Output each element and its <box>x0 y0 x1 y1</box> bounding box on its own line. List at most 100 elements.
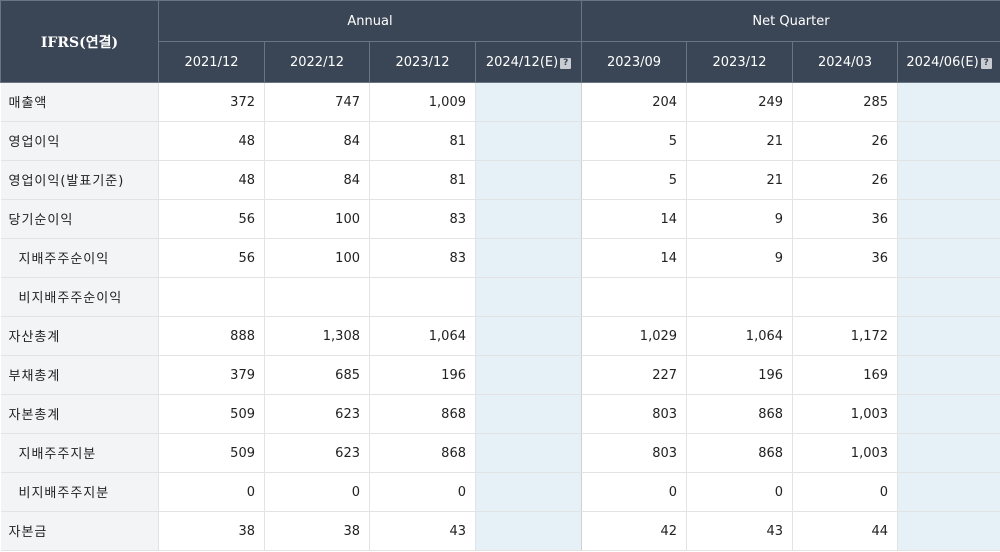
annual-value-cell: 100 <box>264 199 370 239</box>
annual-value-cell: 379 <box>158 355 265 395</box>
period-header: 2024/03 <box>792 41 899 83</box>
table-row: 매출액 372 747 1,009 204 249 285 <box>0 82 1000 122</box>
quarter-value-cell: 9 <box>686 238 793 278</box>
annual-value-cell: 1,064 <box>369 316 476 356</box>
quarter-value-cell <box>897 394 1000 434</box>
estimate-period-header: 2024/12(E)? <box>474 41 583 83</box>
annual-value-cell <box>158 277 265 317</box>
quarter-value-cell: 227 <box>581 355 687 395</box>
table-row: 지배주주순이익 56 100 83 14 9 36 <box>0 238 1000 278</box>
annual-value-cell: 623 <box>264 394 370 434</box>
quarter-value-cell: 36 <box>792 238 898 278</box>
row-label[interactable]: 비지배주주순이익 <box>0 277 159 317</box>
quarter-value-cell: 196 <box>686 355 793 395</box>
annual-value-cell: 83 <box>369 238 476 278</box>
annual-value-cell: 685 <box>264 355 370 395</box>
row-label[interactable]: 자본총계 <box>0 394 159 434</box>
quarter-value-cell: 169 <box>792 355 898 395</box>
period-header: 2021/12 <box>158 41 265 83</box>
quarter-value-cell: 42 <box>581 511 687 551</box>
row-label[interactable]: 지배주주순이익 <box>0 238 159 278</box>
quarter-value-cell <box>897 238 1000 278</box>
quarter-value-cell: 21 <box>686 121 793 161</box>
table-row: 영업이익 48 84 81 5 21 26 <box>0 121 1000 161</box>
quarter-value-cell <box>897 277 1000 317</box>
quarter-value-cell: 204 <box>581 82 687 122</box>
quarter-value-cell <box>897 511 1000 551</box>
annual-value-cell <box>474 160 582 200</box>
annual-value-cell: 0 <box>264 472 370 512</box>
quarter-value-cell: 9 <box>686 199 793 239</box>
quarter-value-cell: 1,064 <box>686 316 793 356</box>
quarter-value-cell: 1,172 <box>792 316 898 356</box>
quarter-value-cell <box>897 121 1000 161</box>
quarter-value-cell: 0 <box>686 472 793 512</box>
annual-value-cell: 747 <box>264 82 370 122</box>
quarter-value-cell: 803 <box>581 433 687 473</box>
period-header: 2023/12 <box>369 41 476 83</box>
quarter-value-cell: 1,003 <box>792 394 898 434</box>
table-row: 비지배주주순이익 <box>0 277 1000 317</box>
row-label[interactable]: 자본금 <box>0 511 159 551</box>
annual-value-cell: 81 <box>369 160 476 200</box>
quarter-value-cell: 868 <box>686 433 793 473</box>
annual-value-cell: 84 <box>264 160 370 200</box>
quarter-value-cell <box>897 433 1000 473</box>
row-label[interactable]: 매출액 <box>0 82 159 122</box>
quarter-value-cell <box>581 277 687 317</box>
quarter-value-cell: 1,029 <box>581 316 687 356</box>
quarter-value-cell: 249 <box>686 82 793 122</box>
annual-value-cell: 84 <box>264 121 370 161</box>
quarter-value-cell <box>897 199 1000 239</box>
help-icon[interactable]: ? <box>560 57 572 69</box>
annual-value-cell: 0 <box>369 472 476 512</box>
quarter-value-cell <box>897 316 1000 356</box>
quarter-value-cell: 21 <box>686 160 793 200</box>
annual-value-cell <box>474 433 582 473</box>
row-label[interactable]: 영업이익 <box>0 121 159 161</box>
quarter-value-cell: 285 <box>792 82 898 122</box>
quarter-group-header: Net Quarter <box>581 0 1000 42</box>
quarter-value-cell: 5 <box>581 160 687 200</box>
period-label: 2024/12(E) <box>485 54 559 70</box>
row-label[interactable]: 당기순이익 <box>0 199 159 239</box>
table-row: 부채총계 379 685 196 227 196 169 <box>0 355 1000 395</box>
annual-value-cell: 43 <box>369 511 476 551</box>
annual-group-header: Annual <box>157 0 583 42</box>
annual-value-cell: 100 <box>264 238 370 278</box>
quarter-value-cell: 14 <box>581 199 687 239</box>
annual-value-cell: 38 <box>158 511 265 551</box>
row-label[interactable]: 부채총계 <box>0 355 159 395</box>
row-label[interactable]: 비지배주주지분 <box>0 472 159 512</box>
row-label[interactable]: 영업이익(발표기준) <box>0 160 159 200</box>
quarter-value-cell <box>897 82 1000 122</box>
annual-value-cell: 868 <box>369 433 476 473</box>
annual-value-cell <box>474 121 582 161</box>
annual-value-cell <box>474 394 582 434</box>
quarter-value-cell: 868 <box>686 394 793 434</box>
quarter-value-cell <box>897 472 1000 512</box>
period-header: 2023/12 <box>686 41 794 83</box>
annual-value-cell: 623 <box>264 433 370 473</box>
quarter-value-cell: 0 <box>581 472 687 512</box>
quarter-value-cell: 43 <box>686 511 793 551</box>
quarter-value-cell <box>897 355 1000 395</box>
annual-value-cell: 83 <box>369 199 476 239</box>
annual-value-cell: 38 <box>264 511 370 551</box>
annual-value-cell: 1,308 <box>264 316 370 356</box>
annual-value-cell: 48 <box>158 160 265 200</box>
ifrs-header: IFRS(연결) <box>0 0 159 83</box>
quarter-value-cell: 1,003 <box>792 433 898 473</box>
annual-value-cell: 1,009 <box>369 82 476 122</box>
row-label[interactable]: 자산총계 <box>0 316 159 356</box>
table-row: 자본금 38 38 43 42 43 44 <box>0 511 1000 551</box>
table-row: 자본총계 509 623 868 803 868 1,003 <box>0 394 1000 434</box>
row-label[interactable]: 지배주주지분 <box>0 433 159 473</box>
help-icon[interactable]: ? <box>980 57 992 69</box>
quarter-value-cell: 44 <box>792 511 898 551</box>
annual-value-cell <box>474 277 582 317</box>
period-label: 2024/06(E) <box>906 54 979 70</box>
table-row: 영업이익(발표기준) 48 84 81 5 21 26 <box>0 160 1000 200</box>
quarter-value-cell: 26 <box>792 160 898 200</box>
annual-value-cell <box>474 472 582 512</box>
